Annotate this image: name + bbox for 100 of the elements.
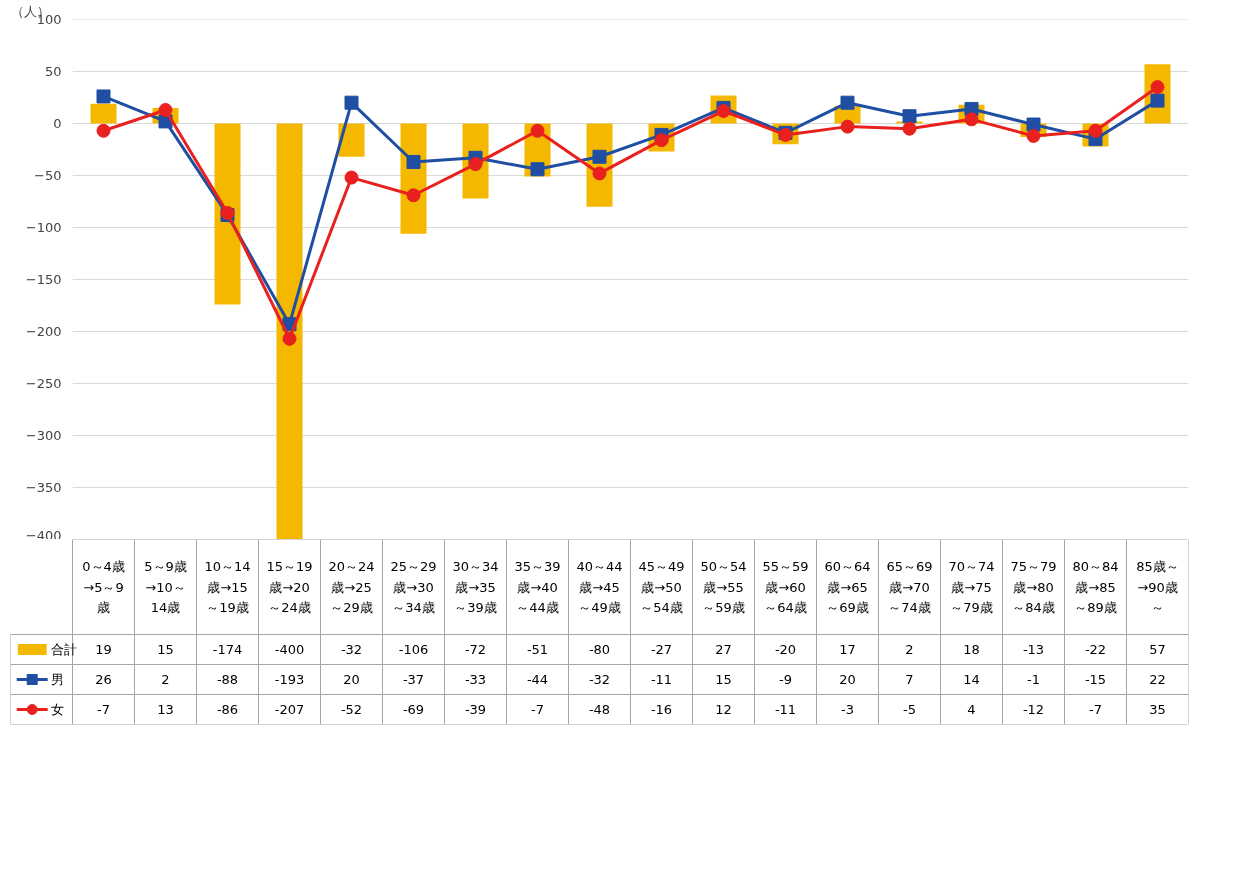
point xyxy=(592,149,607,164)
point xyxy=(840,119,855,134)
x-tick-label: 0～4歳→5～9歳 xyxy=(82,559,125,615)
x-tick-label: 5～9歳→10～14歳 xyxy=(144,559,187,615)
x-tick-label: 60～64歳→65～69歳 xyxy=(824,559,871,615)
data-label: -7 xyxy=(97,702,110,717)
point xyxy=(902,121,917,136)
data-label: 27 xyxy=(715,642,732,657)
x-tick-label: 45～49歳→50～54歳 xyxy=(638,559,685,615)
data-label: 35 xyxy=(1149,702,1166,717)
x-tick-label: 50～54歳→55～59歳 xyxy=(700,559,747,615)
data-label: 2 xyxy=(905,642,914,657)
data-label: -11 xyxy=(650,672,673,687)
data-label: 20 xyxy=(343,672,360,687)
x-tick-label: 80～84歳→85～89歳 xyxy=(1072,559,1119,615)
point xyxy=(468,157,483,172)
data-label: -193 xyxy=(274,672,305,687)
data-label: 2 xyxy=(161,672,170,687)
point xyxy=(1026,117,1041,132)
y-tick-label: −50 xyxy=(34,168,62,183)
point xyxy=(1026,128,1041,143)
legend-label: 合計 xyxy=(50,642,77,657)
data-label: -174 xyxy=(212,642,243,657)
data-label: -51 xyxy=(526,642,549,657)
data-label: 12 xyxy=(715,702,732,717)
data-label: -33 xyxy=(464,672,487,687)
point xyxy=(344,170,359,185)
data-label: -15 xyxy=(1084,672,1107,687)
data-label: -11 xyxy=(774,702,797,717)
data-label: 14 xyxy=(963,672,980,687)
y-tick-label: −250 xyxy=(25,376,62,391)
x-tick-label: 65～69歳→70～74歳 xyxy=(886,559,933,615)
point xyxy=(592,166,607,181)
x-tick-label: 30～34歳→35～39歳 xyxy=(452,559,499,615)
data-label: -69 xyxy=(402,702,425,717)
data-label: 15 xyxy=(715,672,732,687)
point xyxy=(96,89,111,104)
data-label: 19 xyxy=(95,642,112,657)
data-label: -48 xyxy=(588,702,611,717)
point xyxy=(530,123,545,138)
x-tick-label: 85歳～→90歳～ xyxy=(1136,559,1179,615)
data-label: 20 xyxy=(839,672,856,687)
data-label: -12 xyxy=(1022,702,1045,717)
data-label: -39 xyxy=(464,702,487,717)
x-tick-label: 55～59歳→60～64歳 xyxy=(762,559,809,615)
data-label: -88 xyxy=(216,672,239,687)
x-tick-label: 75～79歳→80～84歳 xyxy=(1010,559,1057,615)
data-label: 26 xyxy=(95,672,112,687)
x-tick-label: 25～29歳→30～34歳 xyxy=(390,559,437,615)
bar xyxy=(90,103,117,124)
data-label: -80 xyxy=(588,642,611,657)
x-tick-label: 35～39歳→40～44歳 xyxy=(514,559,561,615)
point xyxy=(96,123,111,138)
data-label: -106 xyxy=(398,642,429,657)
y-tick-label: −150 xyxy=(25,272,62,287)
data-label: -27 xyxy=(650,642,673,657)
data-label: 4 xyxy=(967,702,976,717)
point xyxy=(406,188,421,203)
data-label: -1 xyxy=(1027,672,1040,687)
data-label: 22 xyxy=(1149,672,1166,687)
data-label: -207 xyxy=(274,702,305,717)
data-label: -5 xyxy=(903,702,916,717)
data-label: 13 xyxy=(157,702,174,717)
x-tick-label: 70～74歳→75～79歳 xyxy=(948,559,995,615)
x-tick-label: 40～44歳→45～49歳 xyxy=(576,559,623,615)
bar xyxy=(338,123,365,157)
bar xyxy=(276,123,303,539)
data-label: -13 xyxy=(1022,642,1045,657)
data-label: -32 xyxy=(340,642,363,657)
data-label: -44 xyxy=(526,672,549,687)
data-label: 18 xyxy=(963,642,980,657)
point xyxy=(840,95,855,110)
x-tick-label: 15～19歳→20～24歳 xyxy=(266,559,313,615)
data-label: -32 xyxy=(588,672,611,687)
point xyxy=(282,331,297,346)
data-label: -52 xyxy=(340,702,363,717)
data-label: -7 xyxy=(531,702,544,717)
y-tick-label: 50 xyxy=(44,64,62,79)
point xyxy=(344,95,359,110)
x-tick-label: 20～24歳→25～29歳 xyxy=(328,559,375,615)
y-tick-label: −200 xyxy=(25,324,62,339)
data-label: -7 xyxy=(1089,702,1102,717)
x-tick-label: 10～14歳→15～19歳 xyxy=(204,559,251,615)
data-label: 15 xyxy=(157,642,174,657)
point xyxy=(530,162,545,177)
data-label: 7 xyxy=(905,672,914,687)
point xyxy=(406,154,421,169)
data-label: 57 xyxy=(1149,642,1166,657)
data-label: -3 xyxy=(841,702,854,717)
legend-label: 男 xyxy=(50,672,64,687)
y-tick-label: −100 xyxy=(25,220,62,235)
y-tick-label: −350 xyxy=(25,480,62,495)
data-label: -9 xyxy=(779,672,792,687)
y-tick-label: −400 xyxy=(25,527,62,543)
legend-label: 女 xyxy=(50,702,64,717)
data-label: -37 xyxy=(402,672,425,687)
data-label: -16 xyxy=(650,702,673,717)
point xyxy=(902,109,917,124)
data-label: -72 xyxy=(464,642,487,657)
data-label: -400 xyxy=(274,642,305,657)
